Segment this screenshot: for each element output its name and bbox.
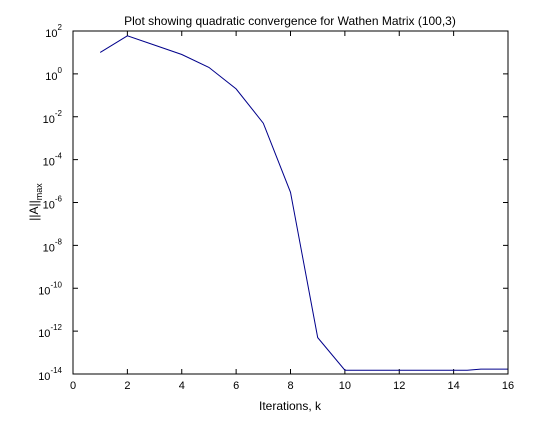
series-line	[99, 35, 508, 371]
plot-background	[73, 31, 508, 374]
x-tick-label-3: 6	[233, 380, 239, 392]
x-tick-label-2: 4	[179, 380, 185, 392]
y-tick-label-3: 10-4	[43, 152, 63, 169]
y-tick-label-7: 10-12	[38, 323, 62, 340]
y-tick-label-2: 10-2	[43, 109, 63, 126]
y-axis-label-subscript: max	[34, 183, 44, 201]
x-tick-label-6: 12	[393, 380, 405, 392]
y-tick-label-4: 10-6	[43, 195, 63, 212]
x-tick-label-1: 2	[124, 380, 130, 392]
x-tick-label-4: 8	[287, 380, 293, 392]
axis-tick-labels: 0 2 4 6 8 10 12 14 16 102 100 10-2 10-4 10-6 10-8 10-10…	[38, 23, 514, 392]
y-tick-label-8: 10-14	[38, 366, 62, 383]
y-axis-label-main: ||A||	[27, 200, 41, 220]
plot-frame	[72, 30, 509, 375]
y-tick-label-1: 100	[45, 66, 62, 83]
y-tick-label-6: 10-10	[38, 280, 62, 297]
y-axis-label: ||A||max	[27, 183, 44, 221]
x-tick-label-8: 16	[502, 380, 514, 392]
x-axis-label: Iterations, k	[259, 399, 322, 413]
y-tick-label-5: 10-8	[43, 237, 63, 254]
x-tick-label-7: 14	[448, 380, 460, 392]
y-tick-label-0: 102	[45, 23, 62, 40]
chart-title: Plot showing quadratic convergence for W…	[124, 14, 456, 28]
x-tick-label-5: 10	[339, 380, 351, 392]
x-tick-label-0: 0	[70, 380, 76, 392]
